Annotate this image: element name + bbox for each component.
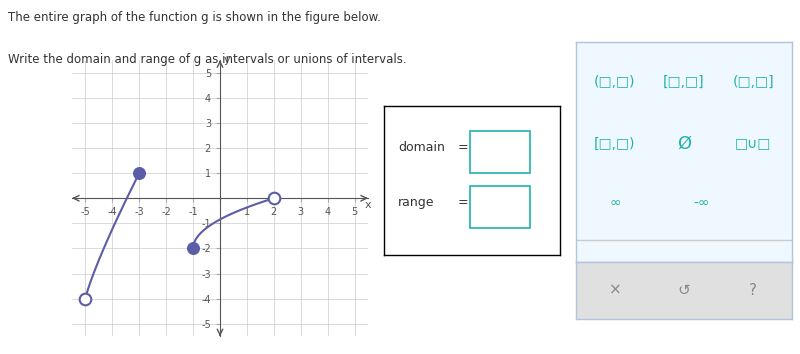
Text: ×: × xyxy=(609,283,622,298)
Text: ?: ? xyxy=(749,283,757,298)
Text: [□,□): [□,□) xyxy=(594,136,636,150)
Text: Write the domain and range of g as intervals or unions of intervals.: Write the domain and range of g as inter… xyxy=(8,53,406,66)
Point xyxy=(267,195,280,201)
Text: □∪□: □∪□ xyxy=(735,136,771,150)
Text: (□,□]: (□,□] xyxy=(732,75,774,89)
Text: ↺: ↺ xyxy=(678,283,690,298)
Point xyxy=(186,246,199,251)
Text: [□,□]: [□,□] xyxy=(663,75,705,89)
Point xyxy=(79,296,92,302)
Text: ∞: ∞ xyxy=(609,196,621,210)
Text: x: x xyxy=(365,200,371,210)
Text: =: = xyxy=(458,141,469,154)
FancyBboxPatch shape xyxy=(470,187,530,228)
Text: =: = xyxy=(458,196,469,209)
FancyBboxPatch shape xyxy=(470,131,530,173)
Point xyxy=(133,170,146,176)
Text: (□,□): (□,□) xyxy=(594,75,636,89)
Text: domain: domain xyxy=(398,141,445,154)
Text: Ø: Ø xyxy=(677,135,691,153)
Text: y: y xyxy=(224,55,230,65)
Text: range: range xyxy=(398,196,434,209)
Text: The entire graph of the function g is shown in the figure below.: The entire graph of the function g is sh… xyxy=(8,11,381,24)
Text: -∞: -∞ xyxy=(693,196,710,210)
